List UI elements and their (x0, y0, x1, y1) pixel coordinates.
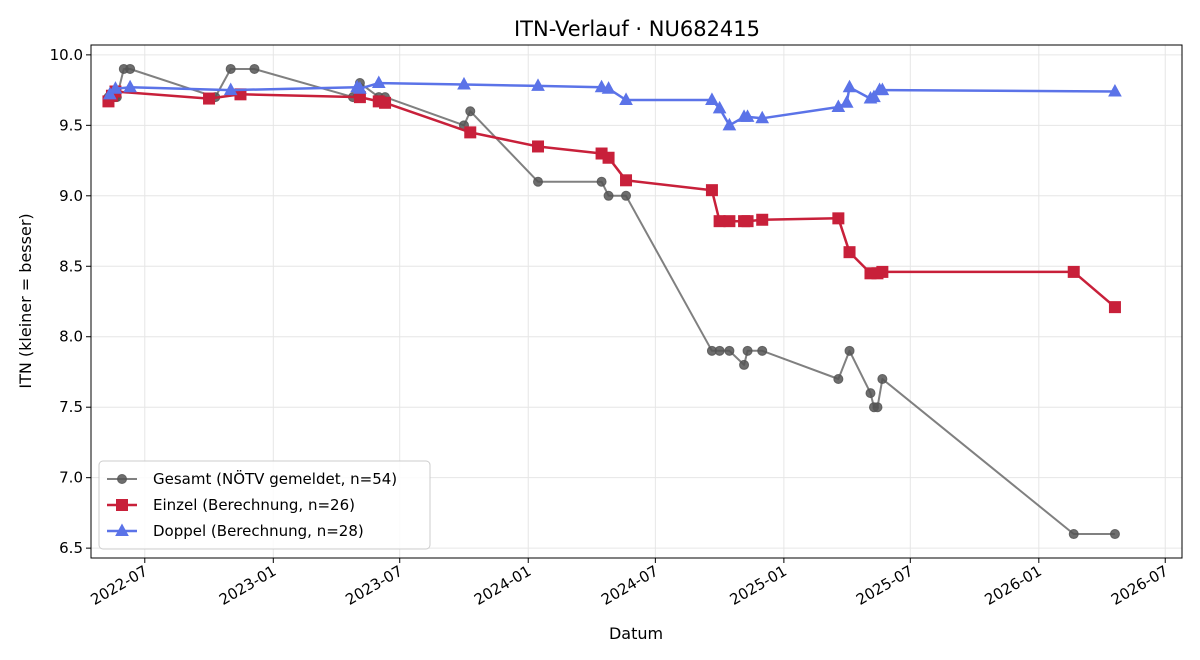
gesamt-point (125, 63, 136, 74)
doppel-point (601, 81, 616, 94)
y-tick-label: 8.5 (59, 257, 83, 275)
einzel-point (602, 151, 615, 164)
einzel-point (532, 140, 545, 153)
x-axis: 2022-07 2023-01 2023-07 2024-01 2024-07 2025-… (87, 558, 1171, 609)
y-tick-label: 6.5 (59, 539, 83, 557)
einzel-point (741, 215, 754, 228)
einzel-point (832, 212, 845, 225)
einzel-point (1108, 301, 1121, 314)
x-tick-label: 2024-07 (598, 562, 661, 609)
y-axis: 6.5 7.0 7.5 8.0 8.5 9.0 9.5 10.0 (50, 46, 91, 557)
doppel-point (875, 82, 890, 96)
y-tick-label: 7.5 (59, 398, 83, 416)
doppel-point (705, 92, 719, 105)
gesamt-point (1068, 529, 1079, 540)
doppel-point (108, 81, 123, 94)
gesamt-point (621, 190, 632, 201)
x-tick-label: 2025-07 (853, 562, 916, 609)
doppel-point (619, 92, 633, 105)
legend-label: Einzel (Berechnung, n=26) (153, 496, 355, 514)
x-tick-label: 2023-01 (216, 562, 279, 609)
legend-item: Einzel (Berechnung, n=26) (107, 496, 355, 514)
legend-item: Doppel (Berechnung, n=28) (107, 522, 364, 540)
y-tick-label: 9.5 (59, 116, 83, 134)
einzel-point (876, 265, 889, 278)
gesamt-point (877, 374, 888, 385)
doppel-point (722, 117, 737, 131)
gesamt-point (249, 63, 260, 74)
doppel-point (457, 76, 471, 90)
einzel-point (756, 213, 769, 226)
legend-marker (115, 523, 129, 536)
einzel-point (620, 174, 633, 187)
einzel-point (203, 92, 216, 105)
einzel-point (843, 246, 856, 259)
gesamt-point (596, 176, 607, 187)
gesamt-point (844, 345, 855, 356)
legend-box (98, 460, 431, 550)
y-axis-label: ITN (kleiner = besser) (16, 213, 35, 388)
doppel-point (531, 78, 545, 91)
x-tick-label: 2025-01 (727, 562, 790, 609)
legend: Gesamt (NÖTV gemeldet, n=54) Einzel (Bere… (98, 460, 431, 550)
y-tick-label: 7.0 (59, 469, 83, 487)
legend-marker (116, 499, 128, 511)
y-tick-label: 8.0 (59, 328, 83, 346)
gesamt-point (724, 345, 735, 356)
legend-marker (117, 474, 127, 484)
doppel-point (755, 110, 770, 124)
gesamt-point (872, 402, 883, 413)
doppel-point (223, 82, 238, 96)
doppel-point (123, 79, 137, 93)
gesamt-point (833, 374, 844, 385)
doppel-point (712, 100, 727, 114)
gesamt-point (533, 176, 544, 187)
x-tick-label: 2026-07 (1108, 562, 1171, 609)
series-group (102, 85, 1121, 314)
legend-label: Gesamt (NÖTV gemeldet, n=54) (153, 469, 397, 488)
gesamt-point (1109, 529, 1120, 540)
gesamt-point (465, 106, 476, 117)
gesamt-point (757, 345, 768, 356)
doppel-point (842, 79, 857, 93)
einzel-point (723, 215, 736, 228)
x-axis-label: Datum (609, 624, 663, 643)
einzel-point (464, 126, 477, 139)
y-tick-label: 9.0 (59, 187, 83, 205)
gesamt-point (714, 345, 725, 356)
gesamt-point (603, 190, 614, 201)
gesamt-point (742, 345, 753, 356)
doppel-point (867, 89, 881, 103)
legend-item: Gesamt (NÖTV gemeldet, n=54) (107, 469, 397, 488)
x-tick-label: 2024-01 (471, 562, 534, 609)
einzel-point (379, 96, 392, 109)
doppel-point (371, 75, 386, 89)
doppel-point (839, 95, 854, 108)
gesamt-point (225, 63, 236, 74)
doppel-point (740, 109, 755, 122)
series-group (103, 75, 1122, 131)
x-tick-label: 2022-07 (87, 562, 150, 609)
einzel-point (705, 184, 718, 197)
plot-frame (90, 44, 1183, 559)
chart-title: ITN-Verlauf · NU682415 (514, 17, 760, 41)
x-tick-label: 2026-01 (982, 562, 1045, 609)
x-tick-label: 2023-07 (342, 562, 405, 609)
gesamt-point (739, 359, 750, 370)
y-tick-label: 10.0 (50, 46, 83, 64)
doppel-point (353, 81, 367, 94)
gesamt-point (865, 388, 876, 399)
legend-label: Doppel (Berechnung, n=28) (153, 522, 364, 540)
series-layer (102, 63, 1122, 540)
einzel-point (1067, 265, 1080, 278)
doppel-point (1108, 83, 1122, 97)
